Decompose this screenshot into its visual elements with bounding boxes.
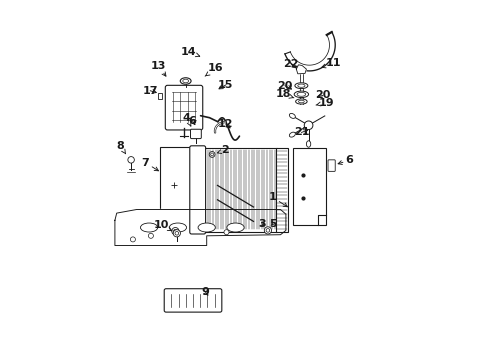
Text: 6: 6 (337, 155, 353, 165)
Ellipse shape (294, 91, 308, 98)
Ellipse shape (298, 100, 304, 103)
Circle shape (265, 229, 269, 232)
Text: 9: 9 (201, 287, 209, 297)
Bar (292, 148, 325, 225)
Text: 11: 11 (321, 58, 341, 68)
Circle shape (173, 230, 180, 237)
Text: 7: 7 (142, 158, 158, 171)
Text: 4: 4 (183, 113, 190, 126)
Ellipse shape (295, 99, 306, 104)
Circle shape (209, 152, 215, 157)
Ellipse shape (296, 93, 305, 96)
Bar (276, 148, 288, 232)
Text: 17: 17 (142, 86, 158, 96)
Text: 18: 18 (275, 89, 293, 99)
Ellipse shape (140, 223, 158, 232)
Ellipse shape (294, 83, 307, 89)
Bar (158, 93, 162, 99)
Ellipse shape (306, 141, 310, 147)
Text: 16: 16 (204, 63, 223, 76)
Circle shape (210, 153, 213, 156)
Text: 14: 14 (181, 47, 199, 57)
Text: 20: 20 (277, 81, 292, 91)
Ellipse shape (183, 79, 188, 83)
Bar (203, 148, 276, 232)
Circle shape (127, 157, 134, 163)
FancyBboxPatch shape (190, 129, 201, 139)
Text: 15: 15 (218, 80, 233, 90)
Text: 22: 22 (283, 59, 299, 69)
Ellipse shape (226, 223, 244, 232)
Text: 2: 2 (217, 145, 228, 156)
Circle shape (173, 229, 177, 233)
Text: 13: 13 (150, 60, 165, 76)
Text: 10: 10 (154, 220, 172, 231)
Polygon shape (115, 210, 285, 246)
Text: 5: 5 (268, 219, 276, 229)
Circle shape (264, 227, 271, 234)
Ellipse shape (289, 113, 295, 118)
Bar (160, 147, 191, 224)
Text: 21: 21 (293, 127, 308, 138)
Text: 3: 3 (258, 219, 265, 229)
Circle shape (175, 231, 178, 235)
Circle shape (130, 237, 135, 242)
Circle shape (148, 233, 153, 238)
Text: 6: 6 (188, 116, 196, 126)
FancyBboxPatch shape (164, 289, 222, 312)
FancyBboxPatch shape (165, 85, 203, 130)
Text: 12: 12 (218, 119, 233, 129)
FancyBboxPatch shape (189, 146, 205, 234)
Ellipse shape (198, 223, 215, 232)
Polygon shape (296, 65, 306, 74)
Ellipse shape (289, 132, 295, 137)
Text: 1: 1 (268, 192, 287, 207)
Ellipse shape (297, 84, 305, 87)
Text: 20: 20 (315, 90, 330, 100)
Ellipse shape (180, 78, 191, 84)
Circle shape (224, 230, 228, 235)
FancyBboxPatch shape (327, 160, 335, 171)
Circle shape (171, 228, 179, 235)
Ellipse shape (169, 223, 186, 232)
Circle shape (304, 121, 312, 130)
Text: 8: 8 (116, 141, 125, 154)
Text: 19: 19 (315, 98, 334, 108)
